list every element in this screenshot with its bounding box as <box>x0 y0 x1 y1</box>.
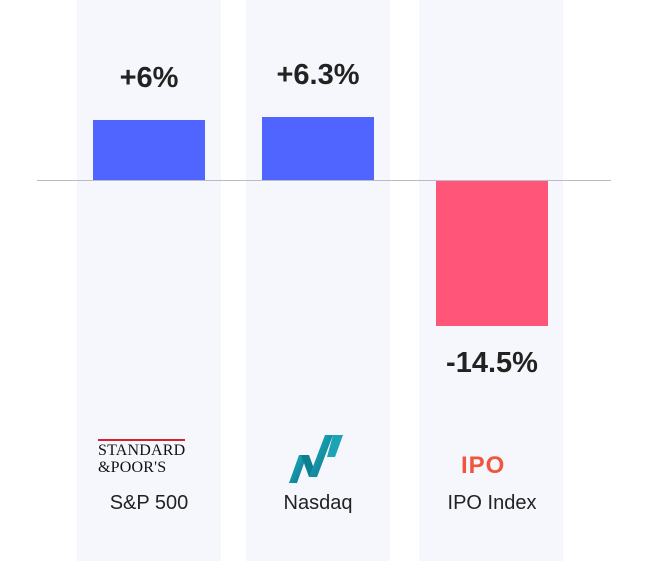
ipo-logo-text: IPO <box>461 452 506 479</box>
value-label-1: +6.3% <box>276 59 360 91</box>
value-label-0: +6% <box>119 62 179 94</box>
bar-1 <box>262 117 374 180</box>
nasdaq-logo-icon <box>287 433 347 490</box>
column-bg-sp500 <box>77 0 221 561</box>
value-label-2: -14.5% <box>446 347 538 379</box>
category-label-1: Nasdaq <box>283 492 353 514</box>
ipo-logo: IPO <box>461 452 505 480</box>
category-label-2: IPO Index <box>447 492 537 514</box>
sp-logo-line2: &POOR'S <box>98 459 167 476</box>
sp-logo-line1: STANDARD <box>98 439 186 459</box>
zero-baseline <box>37 180 611 181</box>
category-label-0: S&P 500 <box>109 492 189 514</box>
bar-0 <box>93 120 205 180</box>
sp-logo: STANDARD &POOR'S <box>98 439 186 476</box>
bar-2 <box>436 181 548 326</box>
